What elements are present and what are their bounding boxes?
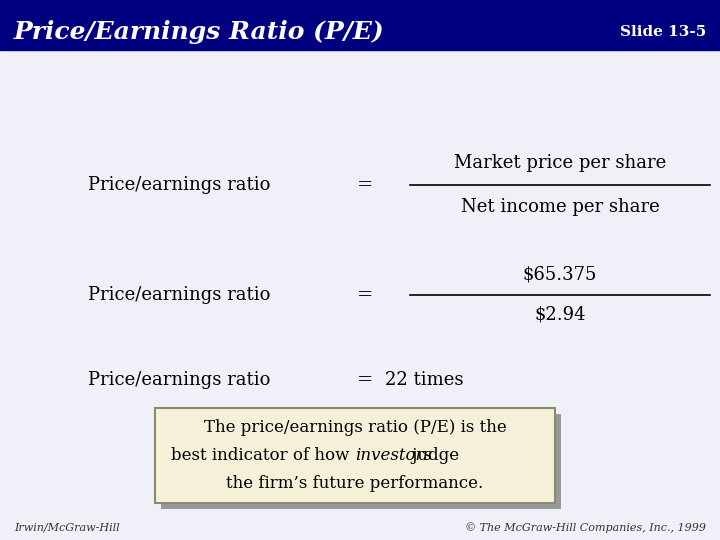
- Text: best indicator of how: best indicator of how: [171, 448, 355, 464]
- Bar: [155, 408, 555, 503]
- Text: =: =: [356, 176, 373, 194]
- Text: © The McGraw-Hill Companies, Inc., 1999: © The McGraw-Hill Companies, Inc., 1999: [465, 523, 706, 534]
- Text: Price/earnings ratio: Price/earnings ratio: [88, 286, 270, 304]
- Text: The price/earnings ratio (P/E) is the: The price/earnings ratio (P/E) is the: [204, 420, 506, 436]
- Text: the firm’s future performance.: the firm’s future performance.: [226, 476, 484, 492]
- Bar: [161, 414, 561, 509]
- Text: Slide 13-5: Slide 13-5: [620, 25, 706, 39]
- Text: investors: investors: [355, 448, 432, 464]
- Text: $2.94: $2.94: [534, 306, 586, 324]
- Bar: [0, 0, 720, 50]
- Text: =: =: [356, 286, 373, 304]
- Text: Irwin/McGraw-Hill: Irwin/McGraw-Hill: [14, 523, 120, 533]
- Text: $65.375: $65.375: [523, 266, 597, 284]
- Text: =: =: [356, 371, 373, 389]
- Text: Net income per share: Net income per share: [461, 198, 660, 216]
- Text: 22 times: 22 times: [385, 371, 464, 389]
- Text: judge: judge: [407, 448, 459, 464]
- Text: Price/Earnings Ratio (P/E): Price/Earnings Ratio (P/E): [14, 20, 384, 44]
- Text: Price/earnings ratio: Price/earnings ratio: [88, 176, 270, 194]
- Text: Price/earnings ratio: Price/earnings ratio: [88, 371, 270, 389]
- Text: Market price per share: Market price per share: [454, 154, 666, 172]
